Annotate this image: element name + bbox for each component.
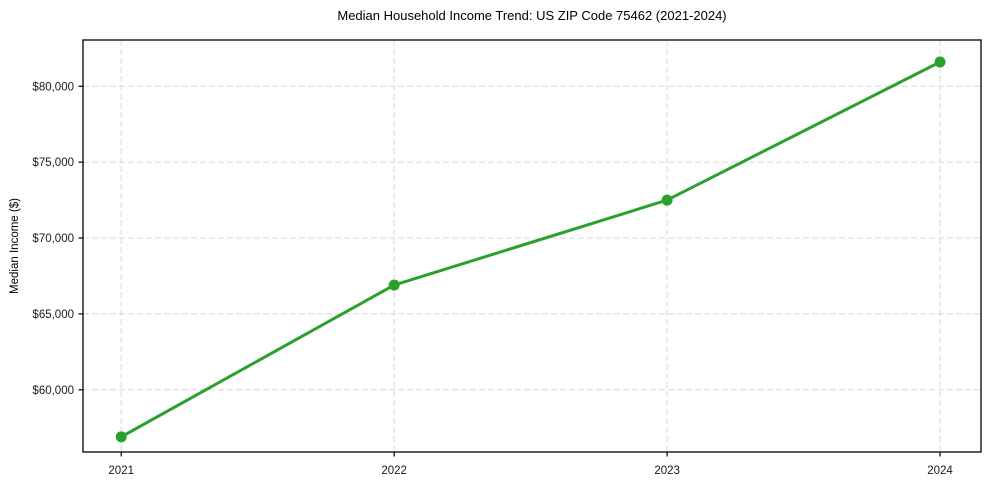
y-tick-label: $65,000 xyxy=(32,309,74,321)
x-tick-label: 2024 xyxy=(927,465,953,477)
data-line xyxy=(119,60,942,439)
data-point xyxy=(388,279,400,291)
y-tick-label: $75,000 xyxy=(32,157,74,169)
x-tick-label: 2023 xyxy=(654,465,680,477)
chart-title: Median Household Income Trend: US ZIP Co… xyxy=(337,8,727,23)
data-point xyxy=(934,56,946,68)
data-point xyxy=(115,431,127,443)
y-tick-label: $70,000 xyxy=(32,233,74,245)
x-tick-label: 2021 xyxy=(108,465,134,477)
x-tick-label: 2022 xyxy=(381,465,407,477)
plot-border xyxy=(82,39,982,453)
data-point xyxy=(661,194,673,206)
y-tick-label: $80,000 xyxy=(32,81,74,93)
y-tick-label: $60,000 xyxy=(32,385,74,397)
